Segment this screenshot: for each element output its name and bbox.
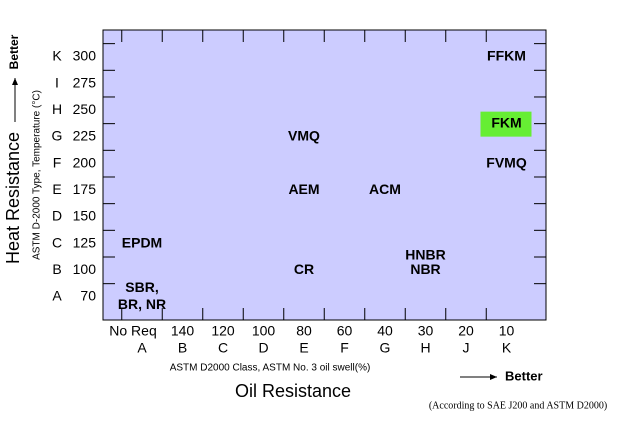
x-class-label: C bbox=[218, 340, 228, 356]
x-swell-label: 140 bbox=[171, 323, 195, 339]
x-swell-label: 100 bbox=[252, 323, 276, 339]
highlight bbox=[480, 111, 532, 137]
y-type-label: A bbox=[52, 288, 62, 304]
x-class-label: H bbox=[420, 340, 430, 356]
y-type-label: D bbox=[52, 208, 62, 224]
y-type-label: C bbox=[52, 234, 62, 250]
x-swell-label: 80 bbox=[296, 323, 312, 339]
y-temp-label: 150 bbox=[73, 208, 97, 224]
plot-area bbox=[102, 29, 547, 321]
material-label: VMQ bbox=[288, 128, 320, 144]
x-axis-title: Oil Resistance bbox=[235, 381, 351, 401]
material-label: ACM bbox=[369, 181, 401, 197]
x-swell-label: 60 bbox=[337, 323, 353, 339]
material-label: AEM bbox=[288, 181, 319, 197]
x-class-label: F bbox=[340, 340, 349, 356]
x-swell-label: 120 bbox=[211, 323, 235, 339]
y-temp-label: 175 bbox=[73, 181, 97, 197]
material-label: SBR, bbox=[125, 279, 158, 295]
y-temp-label: 225 bbox=[73, 128, 97, 144]
material-label: EPDM bbox=[122, 234, 162, 250]
y-temp-label: 300 bbox=[73, 48, 97, 64]
y-type-label: K bbox=[52, 48, 62, 64]
x-swell-label: No Req bbox=[109, 323, 156, 339]
material-label: BR, NR bbox=[118, 296, 166, 312]
x-class-label: B bbox=[178, 340, 187, 356]
y-type-label: G bbox=[52, 128, 63, 144]
y-type-label: B bbox=[52, 261, 61, 277]
material-label: NBR bbox=[410, 261, 440, 277]
x-swell-label: 10 bbox=[499, 323, 515, 339]
x-class-label: E bbox=[299, 340, 308, 356]
x-class-label: D bbox=[258, 340, 268, 356]
x-swell-label: 40 bbox=[377, 323, 393, 339]
y-axis-label: ASTM D-2000 Type, Temperature (°C) bbox=[32, 90, 43, 260]
y-temp-label: 250 bbox=[73, 101, 97, 117]
y-type-label: F bbox=[53, 154, 62, 170]
material-label: FFKM bbox=[487, 48, 526, 64]
y-temp-label: 200 bbox=[73, 154, 97, 170]
material-label: CR bbox=[294, 261, 314, 277]
x-class-label: A bbox=[137, 340, 147, 356]
y-temp-label: 100 bbox=[73, 261, 97, 277]
x-class-label: K bbox=[502, 340, 512, 356]
x-swell-label: 30 bbox=[418, 323, 434, 339]
y-temp-label: 275 bbox=[73, 74, 97, 90]
y-axis-title: Heat Resistance bbox=[3, 132, 23, 264]
y-type-label: E bbox=[52, 181, 61, 197]
y-temp-label: 70 bbox=[80, 288, 96, 304]
material-label: FVMQ bbox=[486, 154, 527, 170]
note: (According to SAE J200 and ASTM D2000) bbox=[429, 400, 607, 411]
material-label: FKM bbox=[491, 114, 521, 130]
y-temp-label: 125 bbox=[73, 234, 97, 250]
x-better: Better bbox=[505, 368, 543, 383]
x-class-label: J bbox=[463, 340, 470, 356]
x-class-label: G bbox=[380, 340, 391, 356]
y-type-label: I bbox=[55, 74, 59, 90]
x-axis-label: ASTM D2000 Class, ASTM No. 3 oil swell(%… bbox=[170, 363, 371, 374]
x-swell-label: 20 bbox=[458, 323, 474, 339]
material-label: HNBR bbox=[405, 246, 445, 262]
y-better: Better bbox=[7, 34, 21, 69]
y-type-label: H bbox=[52, 101, 62, 117]
